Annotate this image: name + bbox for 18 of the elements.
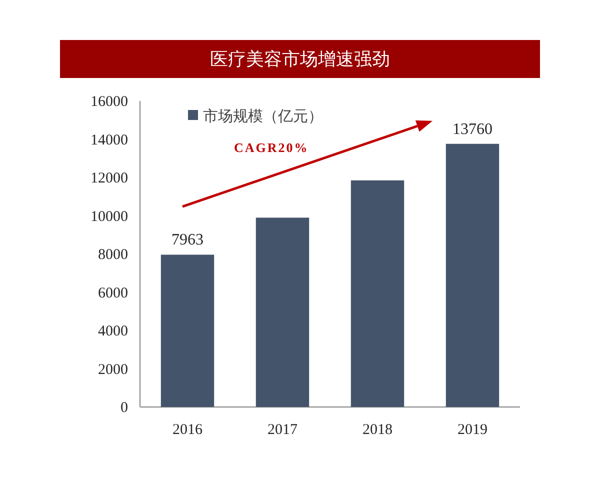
y-tick-label: 8000: [98, 247, 128, 263]
y-tick-label: 10000: [90, 208, 128, 225]
data-label: 7963: [172, 232, 204, 249]
legend-label: 市场规模（亿元）: [203, 108, 323, 125]
y-tick-label: 2000: [98, 362, 128, 378]
y-tick-label: 12000: [90, 170, 128, 186]
y-tick-label: 14000: [90, 132, 128, 148]
y-tick-label: 16000: [90, 94, 128, 110]
x-tick-label: 2018: [362, 422, 392, 438]
x-tick-label: 2019: [458, 422, 488, 438]
y-tick-label: 4000: [98, 324, 128, 340]
x-tick-label: 2016: [172, 422, 203, 438]
y-tick-label: 6000: [98, 285, 128, 302]
x-tick-label: 2017: [268, 422, 298, 438]
data-label: 13760: [452, 120, 492, 138]
chart-title: 医疗美容市场增速强劲: [210, 49, 390, 69]
y-tick-label: 0: [120, 400, 128, 416]
annotation: CAGR20%: [234, 140, 309, 155]
